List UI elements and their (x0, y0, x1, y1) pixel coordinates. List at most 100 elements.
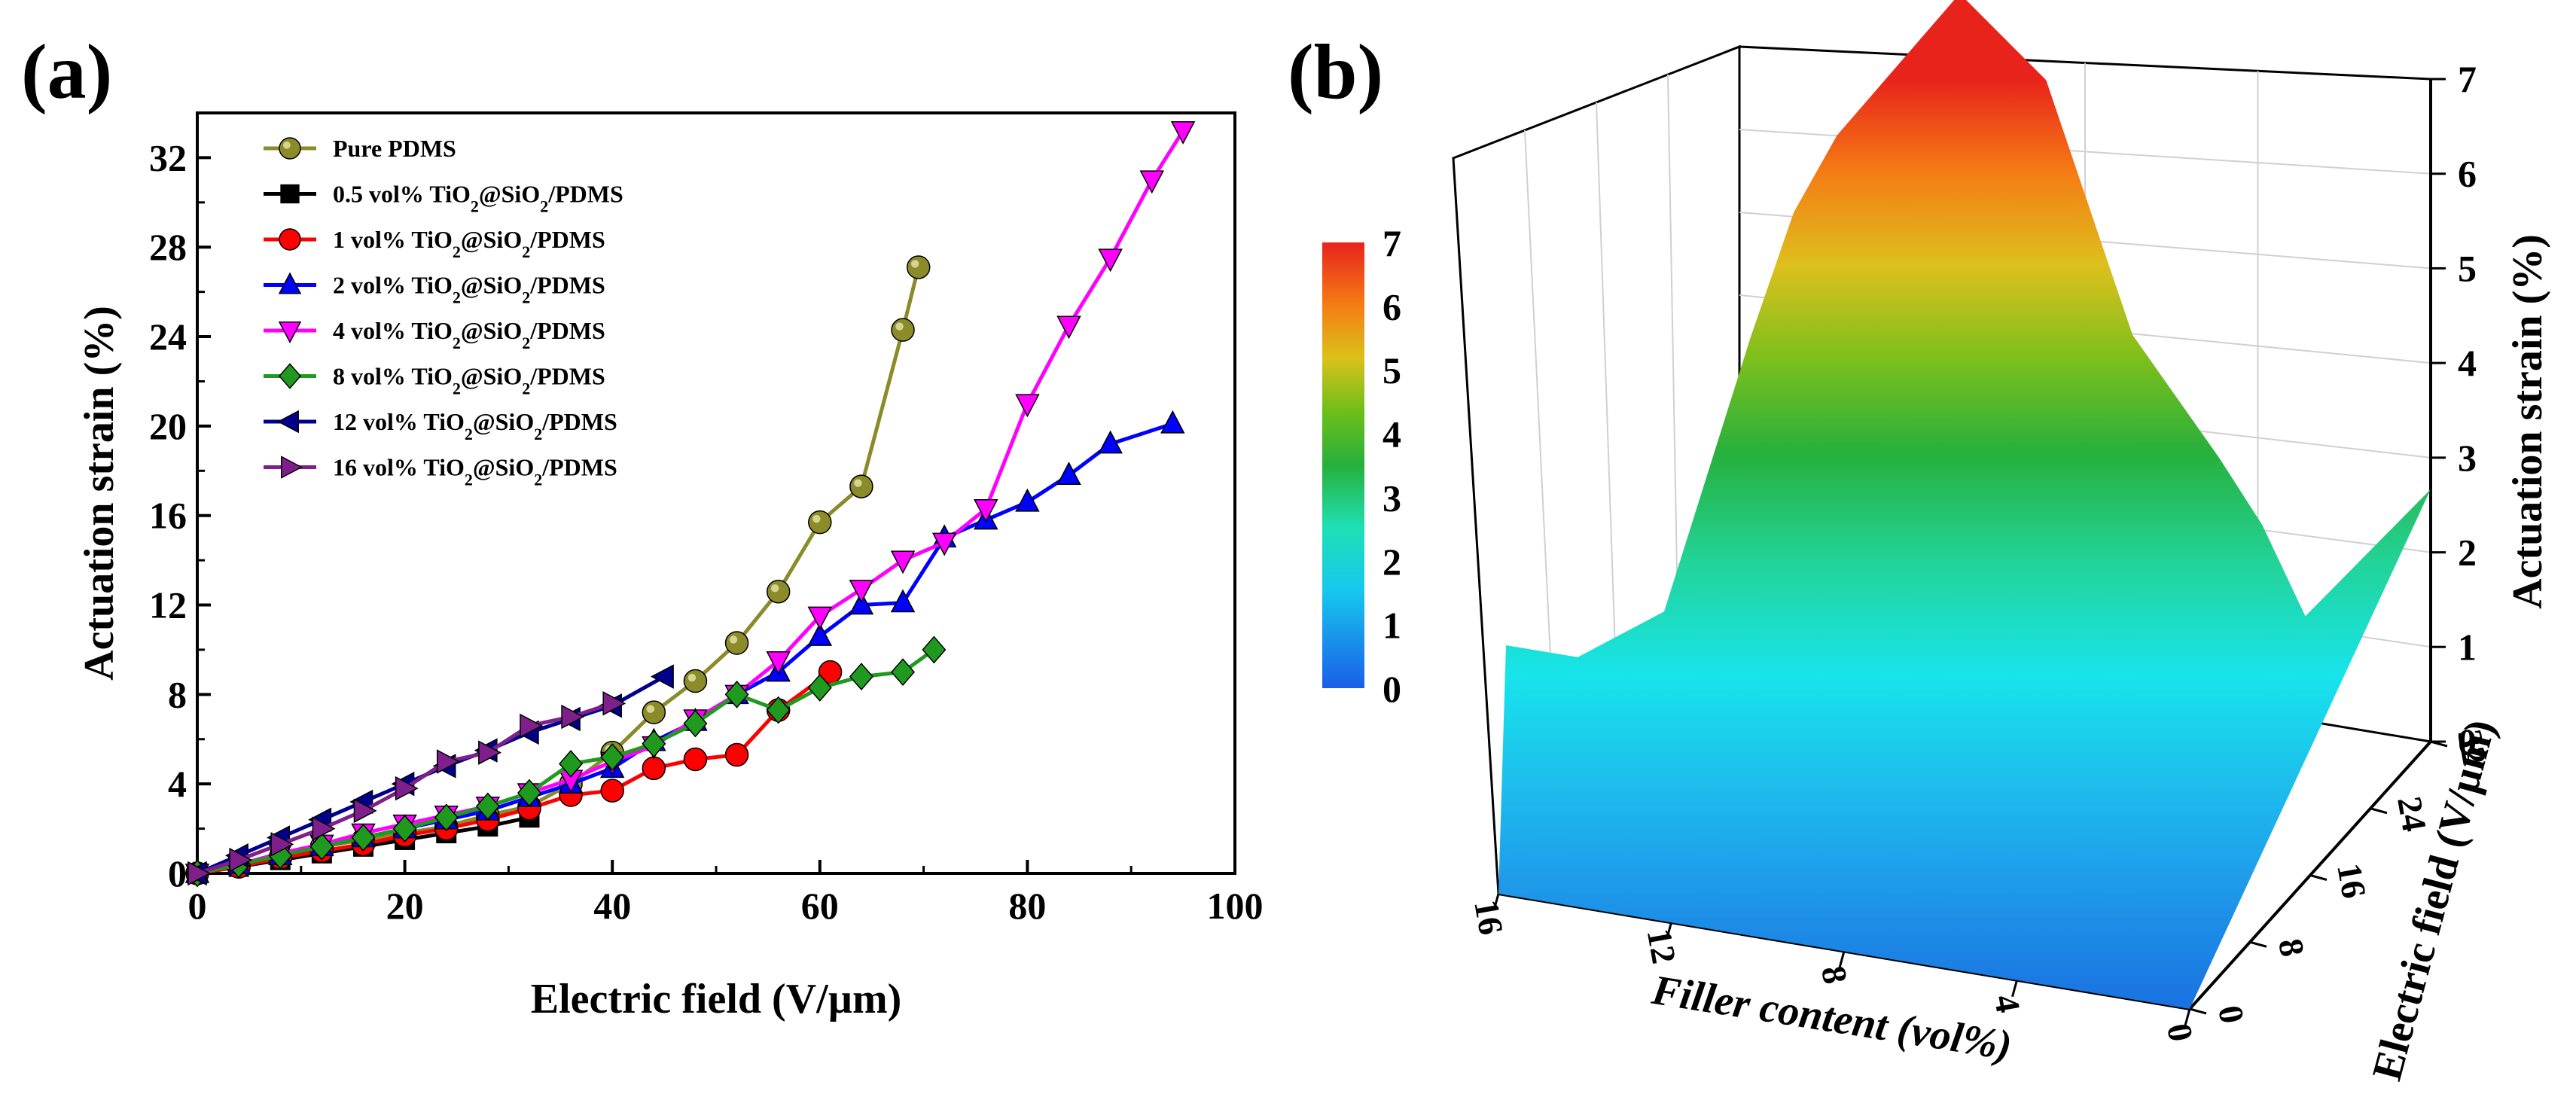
legend-a: Pure PDMS 0.5 vol% TiO2@SiO2/PDMS 1 vol% T… (264, 135, 623, 489)
y-axis-title-a: Actuation strain (%) (76, 306, 123, 681)
data-point (559, 750, 584, 778)
legend-item-pure-pdms: Pure PDMS (264, 135, 456, 162)
data-point (642, 756, 666, 781)
x-tick-label-b: 16 (1467, 897, 1511, 937)
colorbar-tick-label: 0 (1383, 668, 1401, 710)
legend-swatch-marker (278, 272, 302, 294)
colorbar-tick-label: 3 (1383, 477, 1401, 519)
legend-item-2-vol-tio2-sio2-pdms: 2 vol% TiO2@SiO2/PDMS (264, 272, 605, 306)
y-tick-label: 20 (149, 405, 187, 447)
data-point (724, 742, 749, 767)
data-point (683, 669, 708, 693)
colorbar-tick-label: 7 (1383, 222, 1401, 264)
legend-swatch-marker (279, 363, 301, 389)
data-point (1056, 462, 1081, 485)
data-point (922, 635, 947, 664)
data-point-highlight (770, 584, 779, 593)
data-point-highlight (812, 514, 821, 523)
y-tick-label: 8 (168, 673, 187, 715)
data-point (187, 861, 212, 886)
series-pure-pdms (185, 255, 931, 885)
legend-item-1-vol-tio2-sio2-pdms: 1 vol% TiO2@SiO2/PDMS (264, 226, 605, 261)
y-tick-label: 32 (149, 136, 187, 178)
data-point (891, 658, 916, 687)
z-tick-label-b: 5 (2458, 247, 2477, 289)
x-tick-label-b: 8 (1814, 963, 1855, 987)
y-tick-label-b: 0 (2211, 1003, 2251, 1027)
x-tick-mark-b (2011, 980, 2018, 998)
x-tick-label-b: 12 (1640, 925, 1684, 966)
data-point (561, 704, 585, 730)
x-tick-label-b: 0 (2160, 1021, 2200, 1045)
strain-surface (1498, 0, 2431, 1009)
x-axis-title-a: Electric field (V/µm) (531, 976, 902, 1022)
z-tick-label-b: 3 (2458, 437, 2477, 479)
data-point (600, 779, 624, 803)
data-point (1170, 121, 1196, 145)
y-tick-label: 16 (149, 495, 187, 537)
data-point (849, 591, 874, 615)
x-tick-label-b: 4 (1987, 992, 2028, 1016)
data-point (974, 499, 998, 523)
x-tick-label: 0 (188, 885, 207, 927)
data-point (602, 690, 626, 716)
data-point (807, 674, 832, 702)
legend-item-16-vol-tio2-sio2-pdms: 16 vol% TiO2@SiO2/PDMS (264, 454, 617, 489)
z-tick-label-b: 1 (2458, 626, 2477, 668)
y-tick-mark-b (2189, 1007, 2207, 1015)
data-point (1015, 488, 1040, 512)
y-tick-label: 28 (149, 226, 187, 268)
data-point (807, 623, 833, 646)
legend-swatch-marker-highlight (282, 141, 291, 149)
colorbar-tick-label: 5 (1383, 349, 1401, 392)
panel-label-b: (b) (1288, 29, 1383, 115)
x-tick-mark-b (1666, 922, 1672, 940)
legend-swatch-marker (279, 137, 301, 160)
data-point-highlight (646, 705, 655, 713)
legend-label: Pure PDMS (333, 135, 456, 162)
x-tick-label: 60 (801, 885, 839, 927)
x-tick-label: 100 (1207, 885, 1264, 927)
data-point (475, 792, 500, 821)
data-point (642, 730, 666, 758)
data-point (683, 747, 708, 772)
data-point (849, 474, 873, 498)
y-tick-label-b: 16 (2330, 861, 2373, 901)
y-tick-label-b: 8 (2271, 936, 2312, 960)
data-point-highlight (910, 260, 919, 268)
data-point-highlight (687, 673, 697, 682)
legend-label: 1 vol% TiO2@SiO2/PDMS (333, 226, 605, 261)
y-tick-label: 12 (149, 584, 187, 626)
data-point (520, 713, 544, 739)
axes-a: 0 20 40 60 80 100 0 4 8 12 16 20 24 28 32 (149, 136, 1264, 927)
legend-label: 4 vol% TiO2@SiO2/PDMS (333, 317, 605, 352)
colorbar-tick-label: 4 (1383, 413, 1401, 456)
data-point (1098, 248, 1123, 273)
legend-item-4-vol-tio2-sio2-pdms: 4 vol% TiO2@SiO2/PDMS (264, 317, 605, 352)
z-tick-label-b: 2 (2458, 532, 2477, 574)
colorbar-gradient (1322, 242, 1364, 688)
data-point (1056, 315, 1081, 340)
data-point (891, 318, 915, 342)
x-tick-label: 40 (593, 885, 631, 927)
legend-swatch-marker (281, 456, 303, 479)
panel-a-line-chart: 0 20 40 60 80 100 0 4 8 12 16 20 24 28 32 Pure PDMS 0.5… (76, 111, 1264, 1022)
data-point (931, 532, 957, 556)
z-tick-label-b: 4 (2458, 342, 2477, 384)
legend-swatch-marker (279, 228, 301, 251)
data-point (724, 680, 749, 708)
data-point (353, 798, 377, 824)
data-point (351, 824, 376, 852)
data-point (890, 550, 916, 574)
data-point-highlight (854, 479, 862, 487)
y-tick-label-b: 32 (2450, 727, 2494, 767)
data-point (436, 749, 460, 774)
y-tick-label: 0 (168, 852, 187, 894)
data-point (849, 579, 874, 603)
data-point (906, 255, 931, 279)
x-tick-label: 20 (386, 885, 424, 927)
series-line-1-vol-tio2-sio2-pdms (197, 670, 832, 876)
data-point (766, 696, 791, 724)
